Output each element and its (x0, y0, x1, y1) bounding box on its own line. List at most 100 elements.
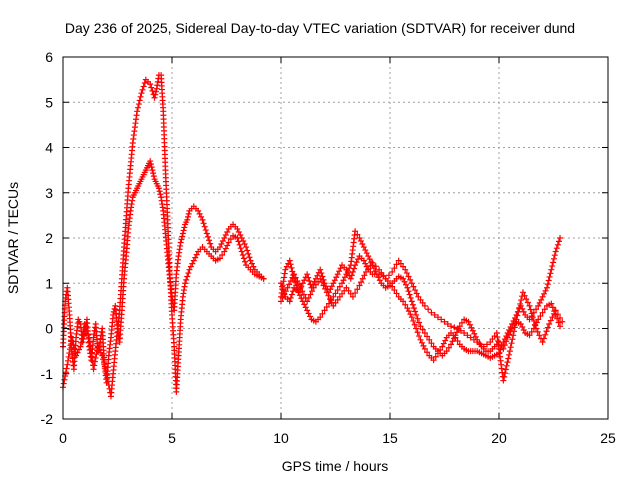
data-point (195, 207, 202, 214)
data-point (450, 335, 457, 342)
data-point (241, 241, 248, 248)
data-point (136, 97, 143, 104)
data-point (551, 252, 558, 259)
y-tick-label: -2 (41, 411, 54, 427)
data-point (134, 104, 141, 111)
data-point (323, 304, 330, 311)
data-point (354, 286, 361, 293)
data-point (301, 277, 308, 284)
data-point (520, 327, 527, 334)
data-point (418, 339, 425, 346)
series-5 (278, 257, 566, 384)
data-point (395, 257, 402, 264)
data-point (517, 300, 524, 307)
data-point (349, 293, 356, 300)
data-point (287, 261, 294, 268)
data-point (71, 345, 78, 352)
y-tick-label: 5 (45, 94, 53, 110)
data-point (65, 353, 72, 360)
x-axis-label: GPS time / hours (282, 458, 389, 474)
data-point (503, 362, 510, 369)
data-point (225, 239, 232, 246)
data-point (77, 343, 84, 350)
data-point (352, 228, 359, 235)
y-tick-label: 2 (45, 230, 53, 246)
data-point (82, 324, 89, 331)
data-point (286, 298, 293, 305)
data-point (260, 275, 267, 282)
data-point (140, 83, 147, 90)
data-point (295, 281, 302, 288)
data-point (501, 370, 508, 377)
data-point (469, 327, 476, 334)
data-point (222, 245, 229, 252)
data-point (512, 320, 519, 327)
data-point (224, 242, 231, 249)
data-point (533, 325, 540, 332)
data-point (410, 283, 417, 290)
data-point (414, 315, 421, 322)
data-point (519, 305, 526, 312)
data-point (391, 265, 398, 272)
data-point (448, 323, 455, 330)
data-point (448, 341, 455, 348)
data-point (360, 257, 367, 264)
data-point (148, 164, 155, 171)
data-point (559, 318, 566, 325)
data-point (506, 348, 513, 355)
data-point (295, 289, 302, 296)
data-point (328, 283, 335, 290)
data-point (281, 274, 288, 281)
data-point (244, 247, 251, 254)
data-point (441, 318, 448, 325)
data-point (347, 290, 354, 297)
data-point (461, 330, 468, 337)
data-point (104, 374, 111, 381)
data-point (238, 248, 245, 255)
data-point (540, 335, 547, 342)
data-point (139, 86, 146, 93)
data-point (408, 280, 415, 287)
data-point (184, 216, 191, 223)
data-point (294, 277, 301, 284)
data-point (322, 285, 329, 292)
data-point (426, 336, 433, 343)
data-point (403, 270, 410, 277)
data-point (151, 94, 158, 101)
data-point (373, 271, 380, 278)
data-point (501, 373, 508, 380)
data-point (415, 293, 422, 300)
data-point (548, 266, 555, 273)
data-point (467, 334, 474, 341)
data-point (537, 313, 544, 320)
data-point (421, 345, 428, 352)
data-point (480, 343, 487, 350)
data-point (75, 346, 82, 353)
data-point (281, 291, 288, 298)
data-point (454, 325, 461, 332)
data-point (356, 282, 363, 289)
data-point (510, 332, 517, 339)
data-point (304, 307, 311, 314)
data-point (409, 301, 416, 308)
data-point (317, 266, 324, 273)
data-point (487, 339, 494, 346)
data-point (138, 90, 145, 97)
data-point (533, 306, 540, 313)
data-point (359, 241, 366, 248)
data-point (504, 334, 511, 341)
data-point (513, 316, 520, 323)
x-tick-label: 0 (59, 430, 67, 446)
data-point (206, 237, 213, 244)
data-point (349, 268, 356, 275)
data-point (358, 279, 365, 286)
data-point (68, 334, 75, 341)
data-point (420, 342, 427, 349)
data-point (346, 265, 353, 272)
data-point (196, 210, 203, 217)
data-point (543, 328, 550, 335)
data-point (336, 283, 343, 290)
data-point (344, 268, 351, 275)
data-point (544, 281, 551, 288)
data-point (183, 276, 190, 283)
